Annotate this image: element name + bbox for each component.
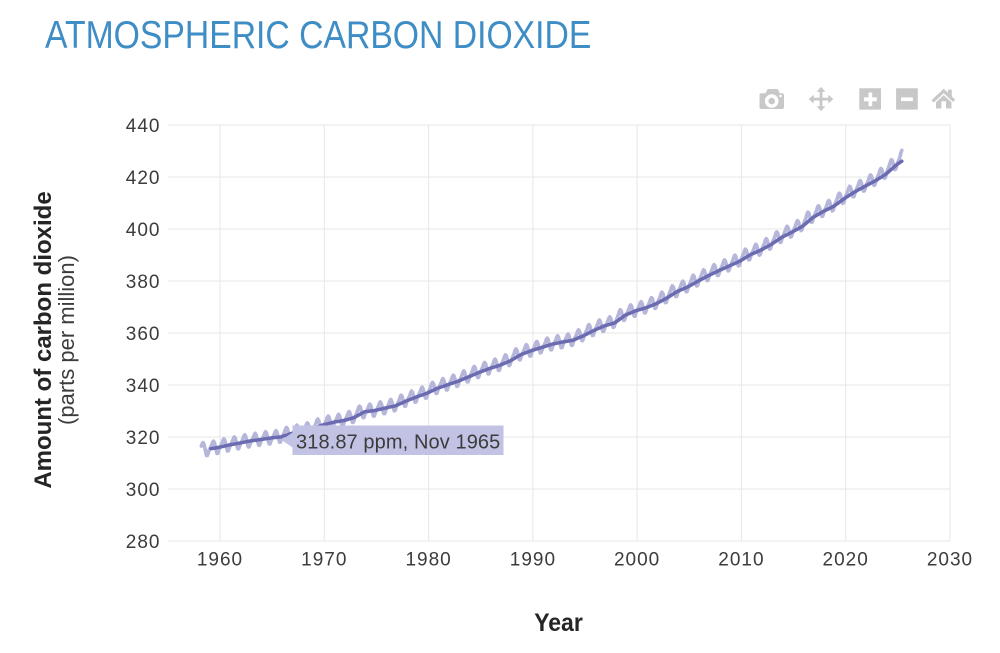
svg-text:340: 340: [126, 376, 161, 397]
svg-text:318.87 ppm, Nov 1965: 318.87 ppm, Nov 1965: [296, 431, 500, 453]
svg-text:2030: 2030: [927, 550, 973, 571]
svg-text:2010: 2010: [718, 550, 764, 571]
svg-text:1970: 1970: [301, 550, 347, 571]
svg-text:1960: 1960: [197, 550, 243, 571]
svg-text:1990: 1990: [510, 550, 556, 571]
svg-text:2000: 2000: [614, 550, 660, 571]
svg-text:360: 360: [126, 324, 161, 345]
svg-text:320: 320: [126, 428, 161, 449]
svg-text:Amount of carbon dioxide: Amount of carbon dioxide: [30, 191, 57, 488]
svg-text:Year: Year: [534, 609, 583, 637]
svg-text:380: 380: [126, 272, 161, 293]
svg-text:440: 440: [126, 116, 161, 137]
svg-text:(parts per million): (parts per million): [54, 255, 79, 425]
svg-text:400: 400: [126, 220, 161, 241]
svg-text:280: 280: [126, 532, 161, 553]
svg-text:420: 420: [126, 168, 161, 189]
svg-text:300: 300: [126, 480, 161, 501]
svg-text:1980: 1980: [405, 550, 451, 571]
svg-text:2020: 2020: [823, 550, 869, 571]
